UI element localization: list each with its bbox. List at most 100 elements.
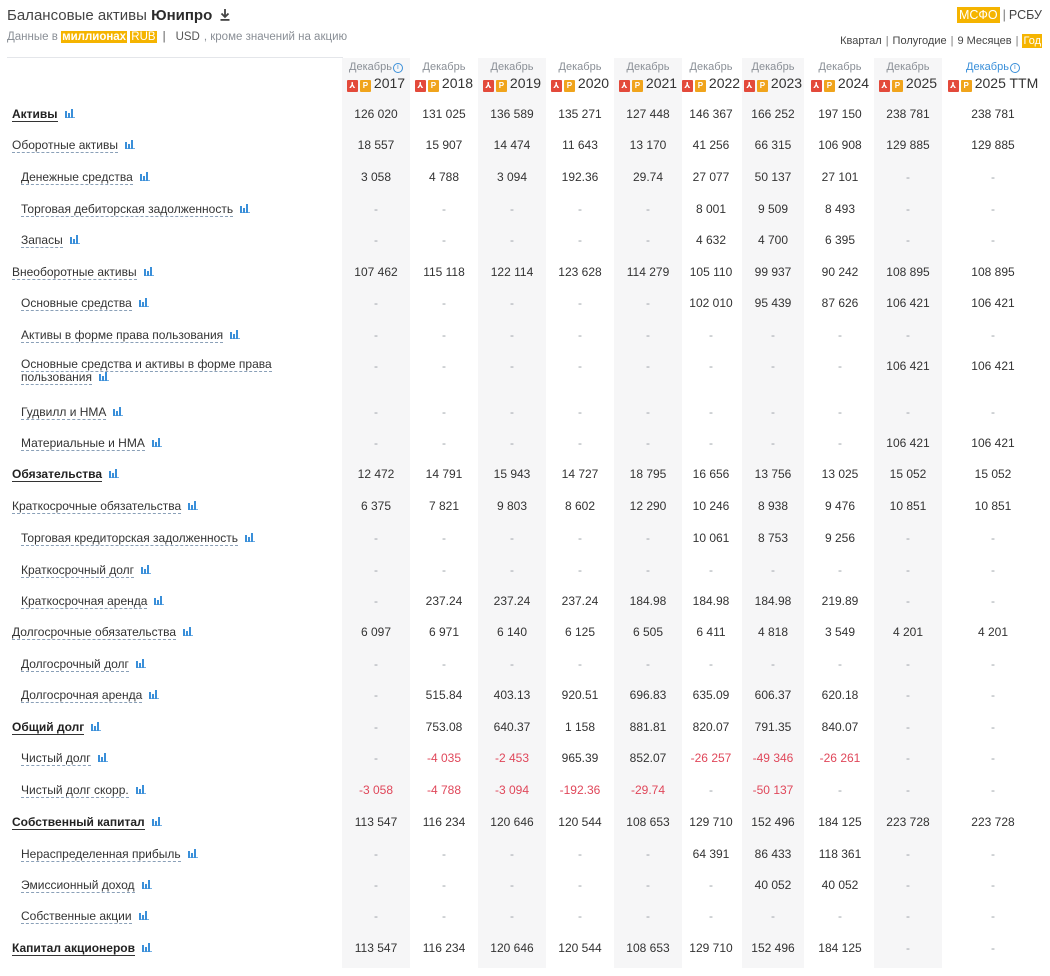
bar-chart-icon[interactable] xyxy=(98,372,109,381)
pdf-icon[interactable]: ⅄ xyxy=(878,80,890,92)
period-half[interactable]: Полугодие xyxy=(892,35,947,47)
row-label[interactable]: Внеоборотные активы xyxy=(12,265,154,280)
table-cell: 27 101 xyxy=(821,170,859,184)
standard-msfo[interactable]: МСФО xyxy=(956,7,1000,23)
bar-chart-icon[interactable] xyxy=(151,817,162,826)
row-label[interactable]: Долгосрочная аренда xyxy=(21,688,160,703)
currency-rub[interactable]: RUB xyxy=(130,31,157,43)
pdf-icon[interactable]: ⅄ xyxy=(414,80,426,92)
bar-chart-icon[interactable] xyxy=(240,204,251,213)
row-label[interactable]: Гудвилл и НМА xyxy=(21,405,124,420)
row-label[interactable]: Эмиссионный доход xyxy=(21,878,152,893)
row-label[interactable]: Краткосрочная аренда xyxy=(21,594,165,609)
row-label[interactable]: Обязательства xyxy=(12,467,120,482)
row-label[interactable]: Запасы xyxy=(21,233,80,248)
bar-chart-icon[interactable] xyxy=(69,235,80,244)
table-cell: - xyxy=(442,563,446,577)
report-icon[interactable]: P xyxy=(631,80,643,92)
bar-chart-icon[interactable] xyxy=(154,596,165,605)
standard-rsbu[interactable]: РСБУ xyxy=(1008,8,1042,22)
pdf-icon[interactable]: ⅄ xyxy=(618,80,630,92)
bar-chart-icon[interactable] xyxy=(113,407,124,416)
period-year[interactable]: Год xyxy=(1022,34,1042,48)
row-label-text: Оборотные активы xyxy=(12,138,118,153)
report-icon[interactable]: P xyxy=(495,80,507,92)
row-label[interactable]: Активы xyxy=(12,107,75,122)
row-label[interactable]: Денежные средства xyxy=(21,170,150,185)
bar-chart-icon[interactable] xyxy=(183,627,194,636)
report-icon[interactable]: P xyxy=(960,80,972,92)
table-cell: - xyxy=(991,941,995,955)
bar-chart-icon[interactable] xyxy=(109,469,120,478)
bar-chart-icon[interactable] xyxy=(143,267,154,276)
report-icon[interactable]: P xyxy=(427,80,439,92)
bar-chart-icon[interactable] xyxy=(138,298,149,307)
row-label[interactable]: Торговая кредиторская задолженность xyxy=(21,531,256,546)
row-label[interactable]: Оборотные активы xyxy=(12,138,135,153)
table-cell: - xyxy=(771,909,775,923)
bar-chart-icon[interactable] xyxy=(135,785,146,794)
bar-chart-icon[interactable] xyxy=(64,109,75,118)
bar-chart-icon[interactable] xyxy=(187,849,198,858)
period-quarter[interactable]: Квартал xyxy=(840,35,882,47)
bar-chart-icon[interactable] xyxy=(245,533,256,542)
row-label[interactable]: Краткосрочные обязательства xyxy=(12,499,199,514)
row-label[interactable]: Долгосрочные обязательства xyxy=(12,625,194,640)
bar-chart-icon[interactable] xyxy=(141,880,152,889)
row-label[interactable]: Основные средства xyxy=(21,296,149,311)
report-icon[interactable]: P xyxy=(563,80,575,92)
row-label[interactable]: Нераспределенная прибыль xyxy=(21,847,198,862)
bar-chart-icon[interactable] xyxy=(91,722,102,731)
bar-chart-icon[interactable] xyxy=(139,172,150,181)
info-icon[interactable]: i xyxy=(392,63,403,73)
currency-usd[interactable]: USD xyxy=(175,31,200,43)
row-label[interactable]: Материальные и НМА xyxy=(21,436,162,451)
row-label[interactable]: Собственный капитал xyxy=(12,815,162,830)
bar-chart-icon[interactable] xyxy=(138,911,149,920)
report-icon[interactable]: P xyxy=(359,80,371,92)
row-label[interactable]: Собственные акции xyxy=(21,909,149,924)
row-label[interactable]: Чистый долг xyxy=(21,751,108,766)
bar-chart-icon[interactable] xyxy=(141,565,152,574)
bar-chart-icon[interactable] xyxy=(151,438,162,447)
column-month: Декабрь i xyxy=(939,61,1047,74)
table-cell: - xyxy=(991,783,995,797)
info-icon[interactable]: i xyxy=(1009,63,1020,73)
row-label[interactable]: Основные средства и активы в форме права… xyxy=(21,357,291,385)
table-cell: - xyxy=(646,847,650,861)
bar-chart-icon[interactable] xyxy=(97,753,108,762)
pdf-icon[interactable]: ⅄ xyxy=(482,80,494,92)
period-switch: Квартал | Полугодие | 9 Месяцев | Год xyxy=(840,34,1042,48)
row-label[interactable]: Краткосрочный долг xyxy=(21,563,152,578)
column-month: Декабрь xyxy=(676,61,746,74)
bar-chart-icon[interactable] xyxy=(230,330,241,339)
units-selector[interactable]: миллионах xyxy=(61,31,128,43)
report-icon[interactable]: P xyxy=(823,80,835,92)
pdf-icon[interactable]: ⅄ xyxy=(947,80,959,92)
pdf-icon[interactable]: ⅄ xyxy=(681,80,693,92)
table-cell: 237.24 xyxy=(561,594,599,608)
download-icon[interactable] xyxy=(220,9,230,21)
table-cell: 13 756 xyxy=(754,467,792,481)
bar-chart-icon[interactable] xyxy=(188,501,199,510)
row-label[interactable]: Чистый долг скорр. xyxy=(21,783,146,798)
period-nine-months[interactable]: 9 Месяцев xyxy=(957,35,1012,47)
pdf-icon[interactable]: ⅄ xyxy=(743,80,755,92)
row-label[interactable]: Капитал акционеров xyxy=(12,941,152,956)
report-icon[interactable]: P xyxy=(694,80,706,92)
row-label[interactable]: Общий долг xyxy=(12,720,102,735)
row-label[interactable]: Активы в форме права пользования xyxy=(21,328,241,343)
bar-chart-icon[interactable] xyxy=(124,140,135,149)
report-icon[interactable]: P xyxy=(756,80,768,92)
pdf-icon[interactable]: ⅄ xyxy=(810,80,822,92)
report-icon[interactable]: P xyxy=(891,80,903,92)
bar-chart-icon[interactable] xyxy=(135,659,146,668)
table-cell: 15 943 xyxy=(493,467,531,481)
pdf-icon[interactable]: ⅄ xyxy=(346,80,358,92)
bar-chart-icon[interactable] xyxy=(149,690,160,699)
bar-chart-icon[interactable] xyxy=(142,943,152,952)
row-label[interactable]: Торговая дебиторская задолженность xyxy=(21,202,251,217)
row-label[interactable]: Долгосрочный долг xyxy=(21,657,146,672)
table-cell: - xyxy=(838,405,842,419)
pdf-icon[interactable]: ⅄ xyxy=(550,80,562,92)
